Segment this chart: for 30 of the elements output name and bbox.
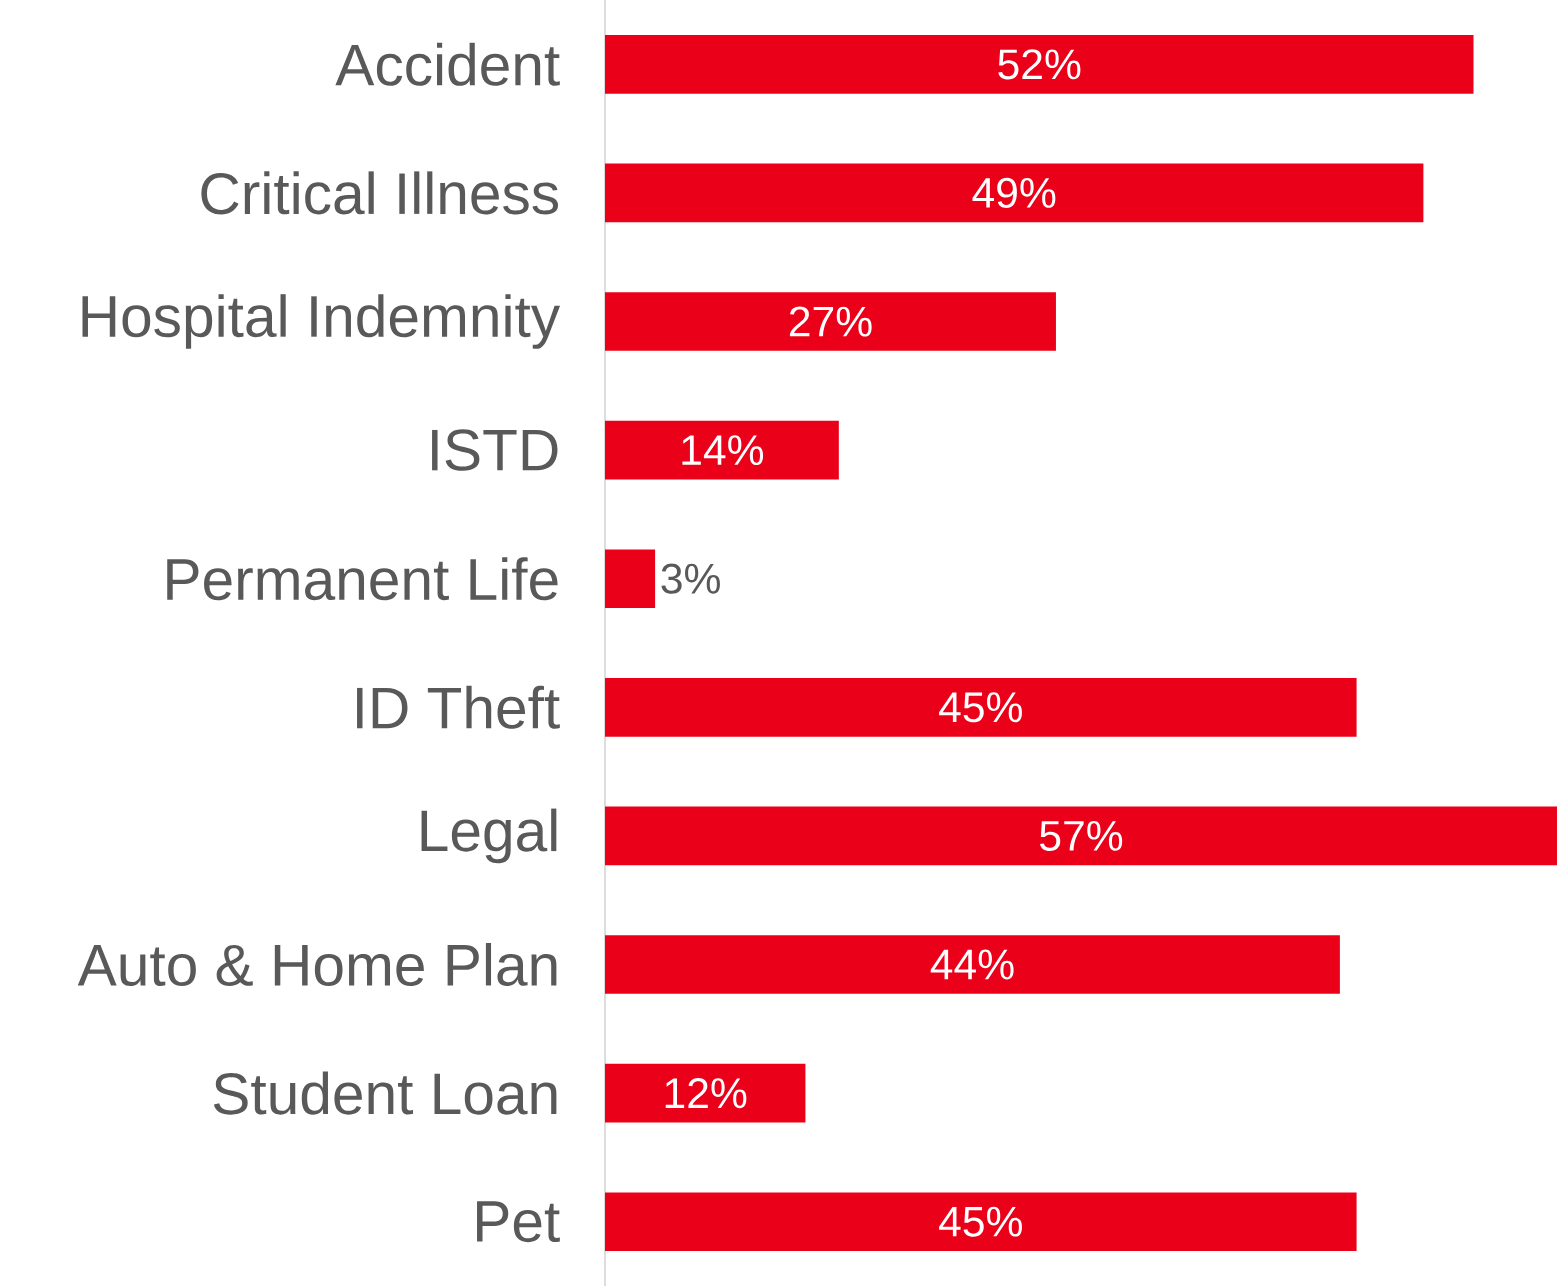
bar (605, 292, 1056, 351)
y-tick-label: Critical Illness (201, 171, 559, 215)
bar (605, 1192, 1357, 1252)
data-label: 3% (661, 563, 720, 594)
data-label: 45% (939, 692, 1022, 723)
y-tick-label: Legal (421, 808, 557, 864)
data-label: 27% (789, 306, 872, 337)
bar (605, 163, 1424, 223)
y-tick-label: Auto & Home Plan (77, 942, 557, 987)
bar (605, 420, 839, 480)
bar (605, 1063, 806, 1123)
y-tick-label: Permanent Life (167, 557, 558, 601)
data-label: 44% (930, 949, 1014, 980)
bar (605, 549, 656, 609)
data-label: 12% (665, 1078, 747, 1109)
data-label: 49% (972, 177, 1056, 209)
y-tick-label: ID Theft (357, 685, 560, 729)
data-label: 52% (998, 49, 1081, 80)
data-label: 57% (1040, 820, 1123, 851)
data-label: 45% (939, 1206, 1022, 1237)
y-tick-label: Pet (477, 1201, 560, 1243)
y-tick-label: ISTD (432, 429, 558, 471)
y-tick-label: Student Loan (213, 1071, 557, 1115)
y-tick-label: Hospital Indemnity (82, 294, 561, 349)
bar (605, 34, 1474, 94)
bar (605, 677, 1357, 737)
data-label: 14% (682, 435, 764, 466)
bar (605, 806, 1557, 866)
bar (605, 935, 1340, 994)
y-tick-label: Accident (335, 42, 560, 86)
